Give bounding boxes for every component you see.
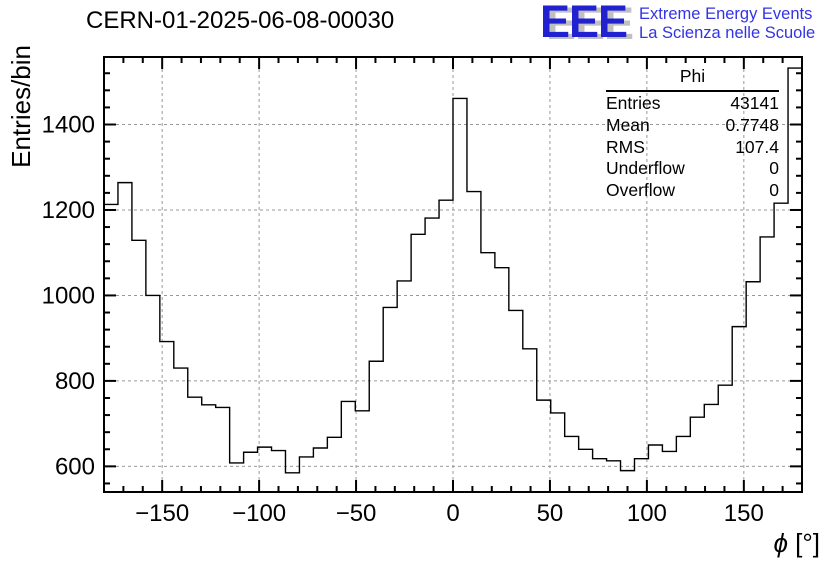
stats-label: Overflow xyxy=(606,180,676,201)
axis-ticks xyxy=(104,57,802,492)
stats-box-divider xyxy=(606,90,779,92)
eee-logo: EEE Extreme Energy Events La Scienza nel… xyxy=(540,0,815,47)
y-tick-label: 600 xyxy=(55,453,95,480)
histogram xyxy=(104,67,802,474)
page-title: CERN-01-2025-06-08-00030 xyxy=(86,7,395,34)
stats-value: 107.4 xyxy=(735,136,779,157)
eee-logo-tagline-line2: La Scienza nelle Scuole xyxy=(639,24,816,42)
y-tick-label: 1000 xyxy=(42,282,95,309)
x-tick-label: 0 xyxy=(446,500,459,527)
stats-row-overflow: Overflow 0 xyxy=(606,180,779,202)
x-tick-label: 50 xyxy=(537,500,564,527)
stats-row-mean: Mean 0.7748 xyxy=(606,115,779,137)
eee-logo-tagline-line1: Extreme Energy Events xyxy=(639,5,813,23)
x-tick-label: 150 xyxy=(724,500,764,527)
stats-box-rows: Entries 43141 Mean 0.7748 RMS 107.4 Unde… xyxy=(606,93,779,202)
x-tick-label: 100 xyxy=(627,500,667,527)
x-tick-label: −100 xyxy=(232,500,286,527)
stats-row-underflow: Underflow 0 xyxy=(606,158,779,180)
stats-row-rms: RMS 107.4 xyxy=(606,137,779,159)
stats-box: Phi Entries 43141 Mean 0.7748 RMS 107.4 … xyxy=(606,66,779,202)
stats-label: Underflow xyxy=(606,158,685,179)
eee-logo-tagline: Extreme Energy Events La Scienza nelle S… xyxy=(639,2,815,43)
stats-value: 43141 xyxy=(730,93,779,113)
y-tick-label: 1400 xyxy=(42,112,95,139)
y-axis-title: Entries/bin xyxy=(6,45,36,168)
stats-value: 0 xyxy=(769,158,779,179)
stats-value: 0 xyxy=(769,180,779,201)
eee-logo-acronym: EEE xyxy=(540,0,628,47)
y-tick-label: 1200 xyxy=(42,197,95,224)
x-axis-title: ϕ [°] xyxy=(773,528,820,558)
stats-row-entries: Entries 43141 xyxy=(606,93,779,115)
stats-label: Mean xyxy=(606,114,650,135)
stats-label: RMS xyxy=(606,136,645,157)
stats-box-title: Phi xyxy=(679,66,706,86)
x-tick-label: −50 xyxy=(336,500,377,527)
histogram-line xyxy=(104,67,802,474)
stats-value: 0.7748 xyxy=(725,114,779,135)
y-tick-label: 800 xyxy=(55,368,95,395)
stats-label: Entries xyxy=(606,93,661,113)
axis-labels: −150 −100 −50 0 50 100 150600800100012001400En… xyxy=(6,45,820,558)
x-tick-label: −150 xyxy=(135,500,189,527)
